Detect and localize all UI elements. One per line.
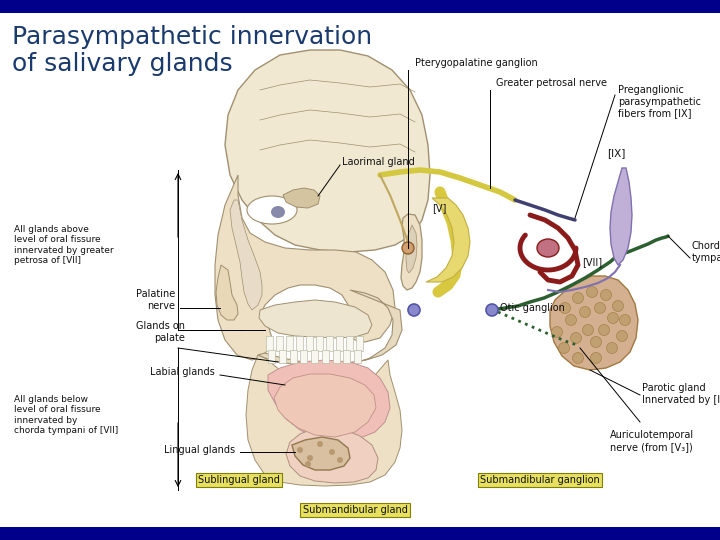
Bar xyxy=(356,336,363,351)
Bar xyxy=(343,350,350,363)
Circle shape xyxy=(608,313,618,323)
Polygon shape xyxy=(401,214,422,290)
Bar xyxy=(333,350,340,363)
Circle shape xyxy=(613,300,624,312)
Circle shape xyxy=(297,447,303,453)
Bar xyxy=(346,336,353,351)
Bar xyxy=(306,336,313,351)
Polygon shape xyxy=(268,360,390,440)
Circle shape xyxy=(595,302,606,314)
Text: All glands above
level of oral fissure
innervated by greater
petrosa of [VII]: All glands above level of oral fissure i… xyxy=(14,225,114,265)
Circle shape xyxy=(600,289,611,300)
Polygon shape xyxy=(274,374,376,437)
Circle shape xyxy=(619,314,631,326)
Text: Laorimal gland: Laorimal gland xyxy=(342,157,415,167)
Polygon shape xyxy=(283,188,320,208)
Bar xyxy=(316,336,323,351)
Bar xyxy=(289,350,297,363)
Bar xyxy=(279,350,286,363)
Circle shape xyxy=(337,457,343,463)
Circle shape xyxy=(305,461,311,467)
Text: Sublingual gland: Sublingual gland xyxy=(198,475,280,485)
Text: Pterygopalatine ganglion: Pterygopalatine ganglion xyxy=(415,58,538,68)
Bar xyxy=(300,350,307,363)
Circle shape xyxy=(616,330,628,341)
Circle shape xyxy=(307,455,313,461)
Circle shape xyxy=(402,242,414,254)
Text: [IX]: [IX] xyxy=(607,148,625,158)
Polygon shape xyxy=(259,300,372,338)
Text: of salivary glands: of salivary glands xyxy=(12,52,233,76)
Circle shape xyxy=(598,325,610,335)
Ellipse shape xyxy=(247,196,297,224)
Bar xyxy=(296,336,303,351)
Bar xyxy=(354,350,361,363)
Polygon shape xyxy=(258,290,402,367)
Circle shape xyxy=(606,342,618,354)
Bar xyxy=(286,336,293,351)
Circle shape xyxy=(580,307,590,318)
Polygon shape xyxy=(286,428,378,483)
Polygon shape xyxy=(610,168,632,265)
Bar xyxy=(0,527,720,540)
Circle shape xyxy=(317,441,323,447)
Text: Glands on
palate: Glands on palate xyxy=(136,321,185,343)
Text: [VII]: [VII] xyxy=(582,257,602,267)
Text: Palatine
nerve: Palatine nerve xyxy=(136,289,175,311)
Text: Parotic gland
Innervated by [IX]: Parotic gland Innervated by [IX] xyxy=(642,383,720,405)
Circle shape xyxy=(559,302,570,314)
Polygon shape xyxy=(406,225,417,273)
Polygon shape xyxy=(230,200,262,310)
Circle shape xyxy=(572,293,583,303)
Bar xyxy=(0,0,720,13)
Bar xyxy=(268,350,275,363)
Circle shape xyxy=(590,336,601,348)
Text: Lingual glands: Lingual glands xyxy=(164,445,235,455)
Text: Auriculotemporal
nerve (from [V₃]): Auriculotemporal nerve (from [V₃]) xyxy=(610,430,694,451)
Polygon shape xyxy=(215,175,395,360)
Bar xyxy=(326,336,333,351)
Bar xyxy=(311,350,318,363)
Text: All glands below
level of oral fissure
innervated by
chorda tympani of [VII]: All glands below level of oral fissure i… xyxy=(14,395,118,435)
Circle shape xyxy=(572,353,583,363)
Ellipse shape xyxy=(271,206,285,218)
Circle shape xyxy=(565,314,577,326)
Polygon shape xyxy=(246,355,402,486)
Text: Preganglionic
parasympathetic
fibers from [IX]: Preganglionic parasympathetic fibers fro… xyxy=(618,85,701,118)
Bar xyxy=(322,350,329,363)
Circle shape xyxy=(486,304,498,316)
Text: Submandibular gland: Submandibular gland xyxy=(302,505,408,515)
Polygon shape xyxy=(292,437,350,470)
Circle shape xyxy=(408,304,420,316)
Circle shape xyxy=(570,333,582,343)
Polygon shape xyxy=(426,198,470,282)
Text: Chorda
tympani: Chorda tympani xyxy=(692,241,720,263)
Bar xyxy=(336,336,343,351)
Circle shape xyxy=(559,342,570,354)
Ellipse shape xyxy=(537,239,559,257)
Polygon shape xyxy=(550,276,638,370)
Text: Greater petrosal nerve: Greater petrosal nerve xyxy=(496,78,607,88)
Circle shape xyxy=(587,287,598,298)
Circle shape xyxy=(329,449,335,455)
Circle shape xyxy=(552,327,562,338)
Polygon shape xyxy=(225,50,430,252)
Text: Submandibular ganglion: Submandibular ganglion xyxy=(480,475,600,485)
Text: Parasympathetic innervation: Parasympathetic innervation xyxy=(12,25,372,49)
Bar xyxy=(266,336,273,351)
Bar xyxy=(276,336,283,351)
Text: Otic ganglion: Otic ganglion xyxy=(500,303,565,313)
Circle shape xyxy=(582,325,593,335)
Polygon shape xyxy=(216,265,238,320)
Circle shape xyxy=(590,353,601,363)
Text: [V]: [V] xyxy=(432,203,446,213)
Text: Labial glands: Labial glands xyxy=(150,367,215,377)
